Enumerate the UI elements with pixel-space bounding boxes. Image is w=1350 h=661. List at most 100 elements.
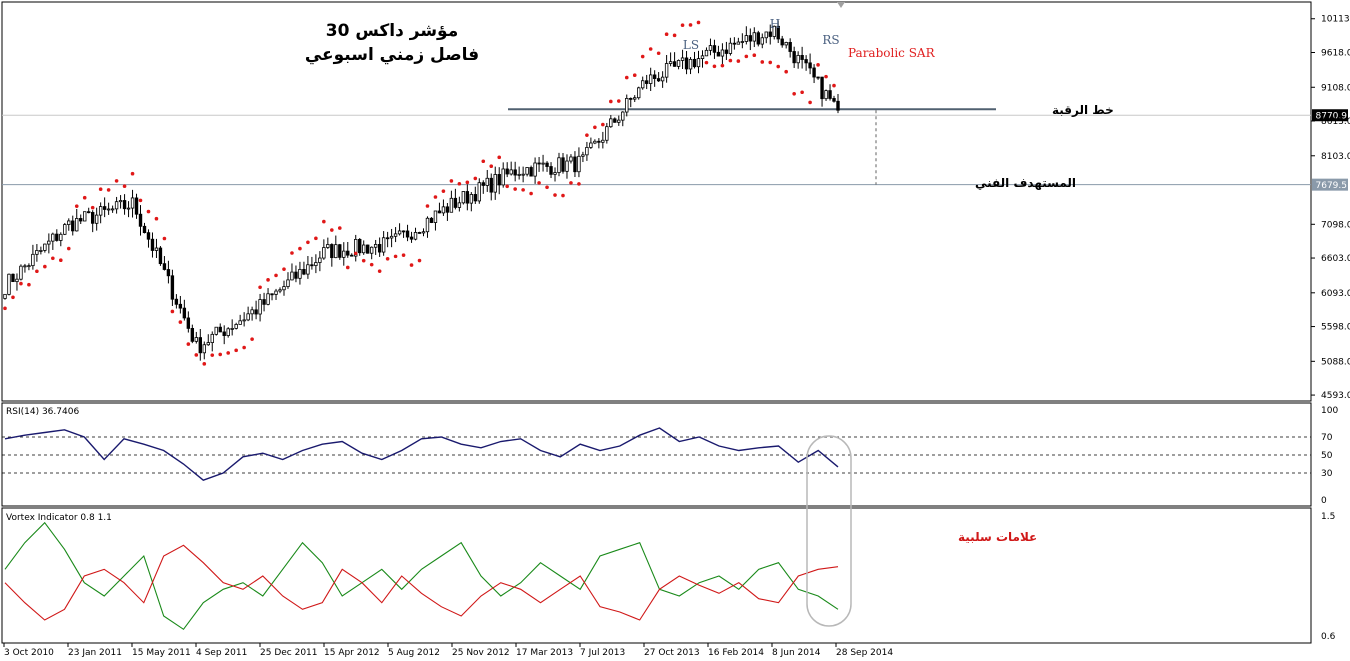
candle-body: [652, 74, 657, 79]
sar-dot: [162, 236, 167, 241]
rsi-tick-label: 50: [1321, 451, 1333, 461]
candle-body: [365, 244, 370, 254]
candle-body: [724, 49, 729, 54]
price-tick-label: 8103.0: [1321, 152, 1350, 162]
sar-dot: [82, 195, 87, 200]
sar-dot: [760, 60, 765, 64]
candle-body: [234, 324, 238, 329]
candle-body: [282, 286, 286, 291]
candle-body: [158, 247, 163, 265]
price-levels: 8770.9 7679.5: [2, 108, 1348, 191]
candle-body: [190, 327, 195, 342]
sar-dot: [696, 20, 701, 25]
candle-body: [358, 239, 362, 254]
sar-dot: [90, 205, 95, 210]
negative-signals-label: علامات سلبية: [958, 530, 1037, 544]
sar-label: Parabolic SAR: [848, 46, 936, 60]
date-axis: 3 Oct 2010 23 Jan 2011 15 May 2011 4 Sep 20…: [3, 643, 893, 658]
sar-dot: [51, 256, 55, 261]
candle-body: [142, 225, 147, 234]
candle-body: [441, 206, 446, 214]
candle-body: [708, 45, 713, 51]
sar-dot: [545, 185, 549, 190]
date-tick-label: 16 Feb 2014: [708, 648, 764, 658]
sar-dot: [242, 345, 246, 350]
candle-body: [3, 293, 7, 299]
sar-dot: [497, 155, 502, 160]
candle-body: [429, 217, 434, 223]
candle-body: [788, 42, 792, 52]
price-level-tag: [1312, 178, 1348, 191]
candle-body: [166, 269, 171, 277]
sar-dot: [585, 133, 589, 137]
candle-body: [613, 118, 617, 123]
candle-body: [477, 182, 481, 202]
candle-body: [668, 61, 673, 64]
rsi-axis: 100 70 50 30 0: [1321, 406, 1338, 506]
sar-dot: [114, 179, 119, 183]
target-label: المستهدف الفني: [975, 176, 1076, 190]
candle-body: [621, 111, 625, 121]
candle-body: [581, 154, 585, 157]
date-tick-label: 15 Apr 2012: [324, 648, 380, 658]
candle-body: [310, 264, 314, 267]
date-tick-label: 5 Aug 2012: [388, 648, 440, 658]
sar-dot: [680, 23, 685, 27]
rsi-title: RSI(14) 36.7406: [6, 407, 79, 417]
candle-body: [314, 262, 318, 266]
vortex-axis: 1.5 0.6: [1321, 512, 1336, 642]
candle-body: [660, 76, 665, 82]
candle-body: [469, 194, 474, 204]
price-axis: 10113. 9618.0 9108.0 8613.0 8103.0 7098.0 6603…: [1311, 15, 1350, 401]
candle-body: [55, 233, 59, 241]
date-tick-label: 7 Jul 2013: [580, 648, 625, 658]
scroll-marker-icon[interactable]: [837, 2, 845, 8]
candle-body: [250, 309, 254, 315]
pattern-label-left-shoulder: LS: [683, 38, 699, 52]
candle-body: [254, 309, 258, 315]
sar-dot: [561, 193, 565, 198]
candle-body: [700, 55, 705, 59]
candle-body: [174, 298, 179, 305]
candle-body: [286, 279, 290, 287]
parabolic-sar-dots: [3, 20, 836, 366]
candle-body: [122, 200, 127, 210]
candle-body: [290, 271, 294, 281]
candle-body: [79, 218, 83, 222]
candle-body: [473, 194, 478, 202]
candle-body: [170, 275, 175, 300]
sar-dot: [186, 342, 191, 346]
sar-dot: [425, 204, 430, 208]
candle-body: [138, 213, 143, 227]
candle-body: [218, 326, 222, 333]
candle-body: [106, 208, 111, 211]
sar-dot: [664, 32, 669, 36]
candle-body: [648, 74, 653, 84]
candle-body: [350, 254, 354, 257]
candle-body: [194, 337, 199, 342]
sar-dot: [298, 246, 302, 251]
sar-dot: [106, 188, 111, 192]
candle-body: [812, 67, 816, 78]
candle-body: [262, 299, 266, 305]
candle-body: [47, 240, 51, 245]
candle-body: [521, 173, 525, 176]
sar-dot: [616, 99, 621, 103]
candle-body: [270, 293, 274, 296]
candle-body: [83, 211, 87, 222]
candle-body: [752, 32, 756, 42]
candle-body: [641, 80, 645, 89]
sar-dot: [27, 282, 31, 287]
candle-body: [800, 55, 804, 60]
candle-body: [637, 87, 641, 99]
candle-body: [601, 139, 605, 143]
candle-body: [836, 100, 840, 111]
candle-body: [19, 265, 23, 280]
sar-dot: [306, 240, 310, 245]
sar-dot: [513, 187, 517, 191]
date-tick-label: 27 Oct 2013: [644, 648, 700, 658]
price-tick-label: 9618.0: [1321, 48, 1350, 58]
candle-body: [692, 58, 697, 68]
candle-body: [146, 232, 151, 240]
candle-body: [712, 45, 717, 53]
